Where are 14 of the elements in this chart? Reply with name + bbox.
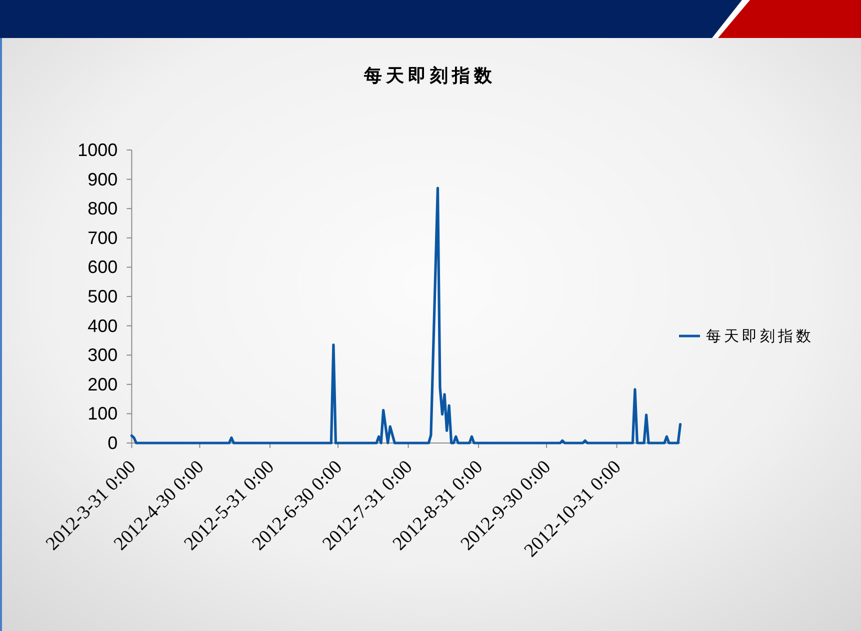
legend: 每天即刻指数 xyxy=(679,327,814,345)
y-tick-label: 600 xyxy=(88,257,118,278)
chart-title: 每天即刻指数 xyxy=(363,66,496,86)
y-tick-label: 0 xyxy=(108,433,118,453)
y-tick-label: 100 xyxy=(88,404,118,424)
y-tick-label: 200 xyxy=(88,374,118,394)
y-tick-label: 1000 xyxy=(78,140,118,160)
legend-label: 每天即刻指数 xyxy=(706,327,814,345)
y-tick-label: 700 xyxy=(88,228,118,248)
y-tick-label: 300 xyxy=(88,345,118,366)
y-tick-label: 400 xyxy=(88,316,118,336)
y-tick-label: 900 xyxy=(88,169,118,190)
y-tick-label: 500 xyxy=(88,286,118,306)
y-tick-label: 800 xyxy=(88,198,118,219)
